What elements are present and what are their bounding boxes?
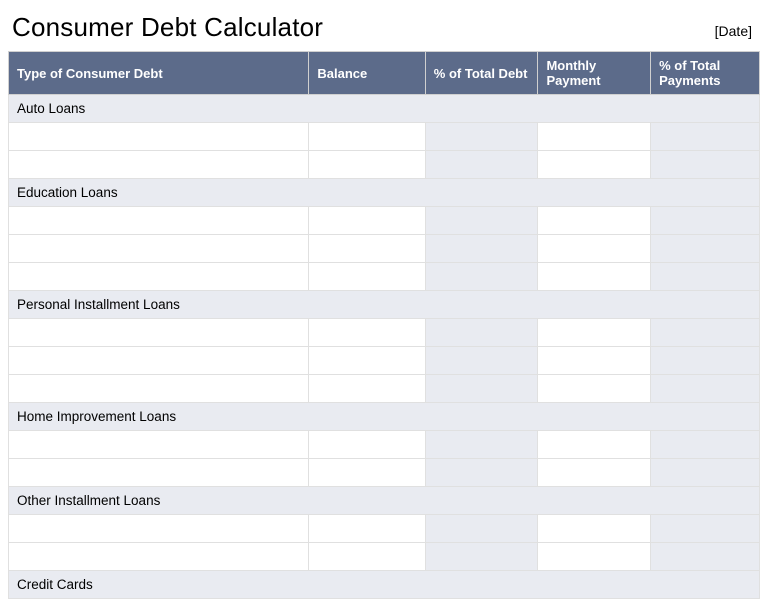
- cell-pct_total_debt[interactable]: [425, 123, 538, 151]
- page-title: Consumer Debt Calculator: [12, 12, 323, 43]
- data-row: [9, 263, 760, 291]
- section-header-row: Personal Installment Loans: [9, 291, 760, 319]
- data-row: [9, 543, 760, 571]
- cell-type[interactable]: [9, 151, 309, 179]
- cell-type[interactable]: [9, 431, 309, 459]
- col-header-pct-debt: % of Total Debt: [425, 52, 538, 95]
- data-row: [9, 151, 760, 179]
- cell-pct_total_debt[interactable]: [425, 515, 538, 543]
- cell-balance[interactable]: [309, 263, 425, 291]
- cell-balance[interactable]: [309, 543, 425, 571]
- section-header-row: Education Loans: [9, 179, 760, 207]
- cell-pct_total_payments[interactable]: [651, 207, 760, 235]
- cell-pct_total_debt[interactable]: [425, 459, 538, 487]
- cell-monthly_payment[interactable]: [538, 207, 651, 235]
- cell-monthly_payment[interactable]: [538, 319, 651, 347]
- cell-balance[interactable]: [309, 347, 425, 375]
- cell-type[interactable]: [9, 515, 309, 543]
- cell-monthly_payment[interactable]: [538, 235, 651, 263]
- data-row: [9, 515, 760, 543]
- section-label: Home Improvement Loans: [9, 403, 760, 431]
- cell-type[interactable]: [9, 543, 309, 571]
- cell-pct_total_debt[interactable]: [425, 543, 538, 571]
- data-row: [9, 123, 760, 151]
- cell-monthly_payment[interactable]: [538, 263, 651, 291]
- cell-monthly_payment[interactable]: [538, 459, 651, 487]
- cell-pct_total_payments[interactable]: [651, 459, 760, 487]
- col-header-type: Type of Consumer Debt: [9, 52, 309, 95]
- cell-type[interactable]: [9, 375, 309, 403]
- section-label: Auto Loans: [9, 95, 760, 123]
- cell-balance[interactable]: [309, 151, 425, 179]
- data-row: [9, 235, 760, 263]
- title-row: Consumer Debt Calculator [Date]: [8, 8, 760, 51]
- cell-pct_total_payments[interactable]: [651, 543, 760, 571]
- data-row: [9, 459, 760, 487]
- cell-pct_total_debt[interactable]: [425, 151, 538, 179]
- data-row: [9, 431, 760, 459]
- cell-pct_total_debt[interactable]: [425, 347, 538, 375]
- cell-pct_total_payments[interactable]: [651, 123, 760, 151]
- cell-type[interactable]: [9, 347, 309, 375]
- cell-pct_total_payments[interactable]: [651, 347, 760, 375]
- section-header-row: Other Installment Loans: [9, 487, 760, 515]
- section-label: Personal Installment Loans: [9, 291, 760, 319]
- data-row: [9, 207, 760, 235]
- cell-monthly_payment[interactable]: [538, 543, 651, 571]
- table-header: Type of Consumer Debt Balance % of Total…: [9, 52, 760, 95]
- cell-pct_total_payments[interactable]: [651, 263, 760, 291]
- col-header-pct-payments: % of Total Payments: [651, 52, 760, 95]
- cell-pct_total_debt[interactable]: [425, 263, 538, 291]
- cell-monthly_payment[interactable]: [538, 375, 651, 403]
- cell-pct_total_debt[interactable]: [425, 235, 538, 263]
- table-body: Auto Loans Education Loans Personal Instal…: [9, 95, 760, 599]
- cell-type[interactable]: [9, 123, 309, 151]
- cell-type[interactable]: [9, 459, 309, 487]
- section-label: Other Installment Loans: [9, 487, 760, 515]
- cell-balance[interactable]: [309, 515, 425, 543]
- cell-balance[interactable]: [309, 123, 425, 151]
- cell-balance[interactable]: [309, 235, 425, 263]
- cell-type[interactable]: [9, 207, 309, 235]
- cell-pct_total_payments[interactable]: [651, 319, 760, 347]
- cell-pct_total_payments[interactable]: [651, 431, 760, 459]
- col-header-balance: Balance: [309, 52, 425, 95]
- cell-pct_total_payments[interactable]: [651, 235, 760, 263]
- cell-balance[interactable]: [309, 459, 425, 487]
- debt-calculator-container: Consumer Debt Calculator [Date] Type of …: [0, 0, 768, 599]
- debt-table: Type of Consumer Debt Balance % of Total…: [8, 51, 760, 599]
- cell-balance[interactable]: [309, 207, 425, 235]
- cell-pct_total_payments[interactable]: [651, 375, 760, 403]
- date-placeholder[interactable]: [Date]: [715, 23, 756, 39]
- cell-pct_total_debt[interactable]: [425, 207, 538, 235]
- cell-balance[interactable]: [309, 319, 425, 347]
- data-row: [9, 319, 760, 347]
- cell-pct_total_payments[interactable]: [651, 151, 760, 179]
- cell-type[interactable]: [9, 319, 309, 347]
- section-label: Credit Cards: [9, 571, 760, 599]
- cell-monthly_payment[interactable]: [538, 151, 651, 179]
- cell-monthly_payment[interactable]: [538, 123, 651, 151]
- section-header-row: Credit Cards: [9, 571, 760, 599]
- cell-pct_total_debt[interactable]: [425, 375, 538, 403]
- data-row: [9, 347, 760, 375]
- cell-balance[interactable]: [309, 375, 425, 403]
- cell-type[interactable]: [9, 263, 309, 291]
- cell-pct_total_debt[interactable]: [425, 431, 538, 459]
- cell-balance[interactable]: [309, 431, 425, 459]
- cell-monthly_payment[interactable]: [538, 431, 651, 459]
- section-label: Education Loans: [9, 179, 760, 207]
- cell-pct_total_debt[interactable]: [425, 319, 538, 347]
- section-header-row: Auto Loans: [9, 95, 760, 123]
- col-header-monthly: Monthly Payment: [538, 52, 651, 95]
- cell-type[interactable]: [9, 235, 309, 263]
- section-header-row: Home Improvement Loans: [9, 403, 760, 431]
- data-row: [9, 375, 760, 403]
- cell-pct_total_payments[interactable]: [651, 515, 760, 543]
- cell-monthly_payment[interactable]: [538, 347, 651, 375]
- cell-monthly_payment[interactable]: [538, 515, 651, 543]
